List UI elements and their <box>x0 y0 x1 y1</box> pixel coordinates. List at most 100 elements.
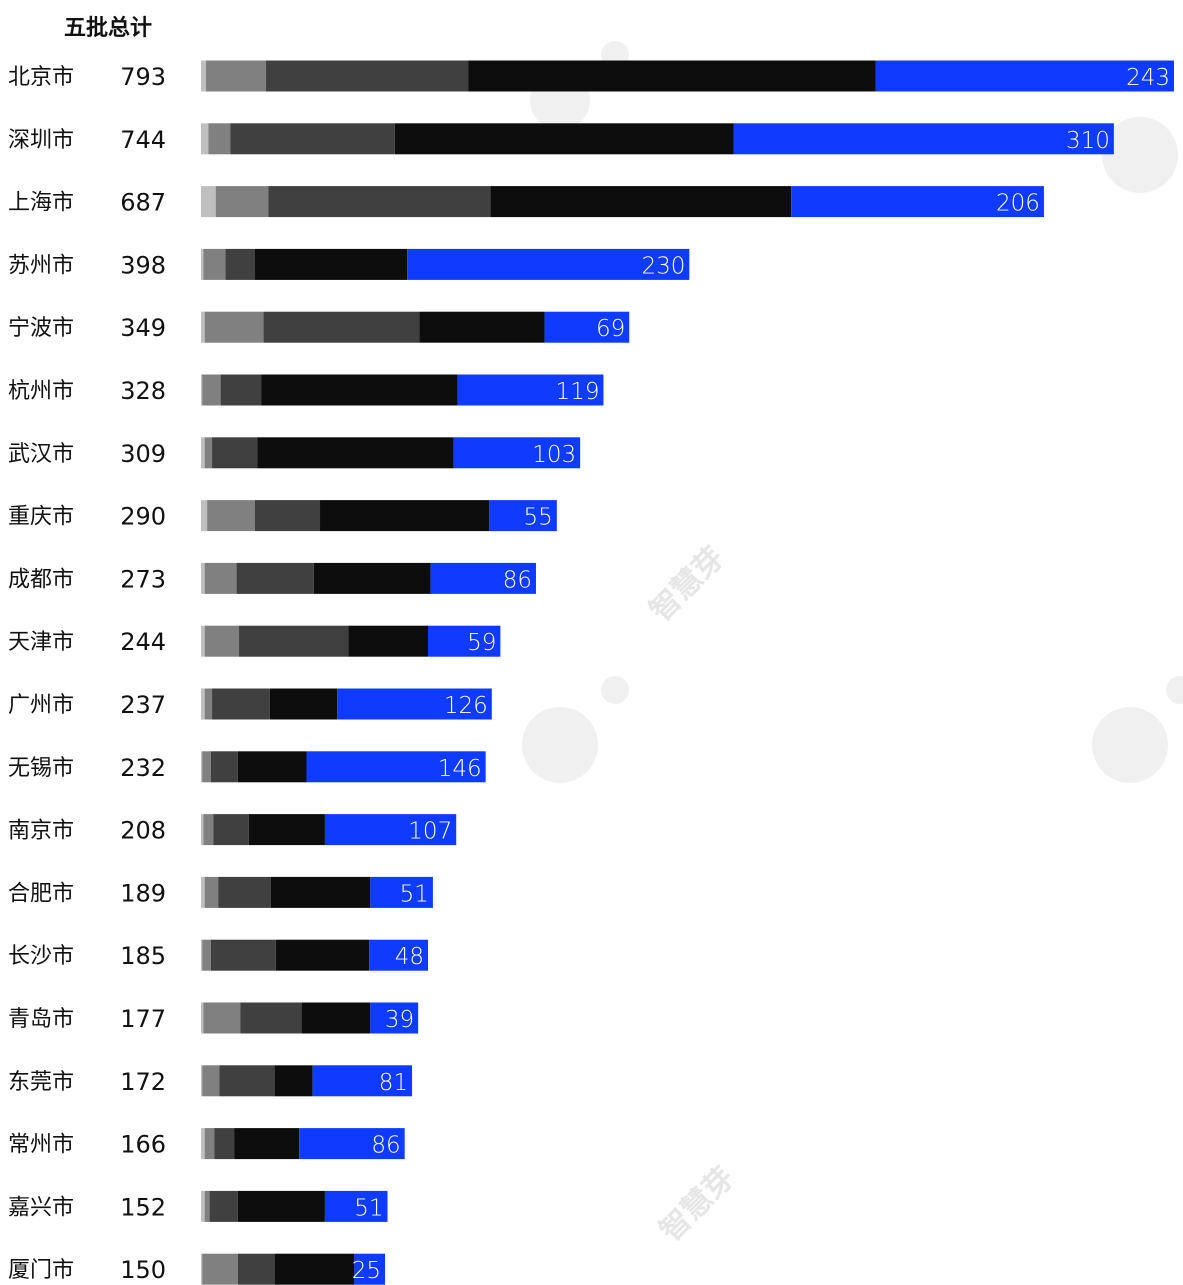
bar-segment <box>204 876 219 908</box>
bar-segment <box>202 751 211 783</box>
bar-segment <box>348 625 428 657</box>
bar-segment <box>208 123 231 155</box>
bar-segment <box>204 1128 215 1160</box>
bar-segment <box>204 688 213 720</box>
bar-segment <box>201 60 206 92</box>
category-label: 苏州市 <box>8 253 74 278</box>
category-label: 合肥市 <box>8 881 74 906</box>
total-label: 177 <box>120 1005 166 1033</box>
bar-segment <box>236 562 314 594</box>
bar-segment <box>237 1190 325 1222</box>
value-label: 243 <box>1126 65 1170 91</box>
bar-segment <box>407 248 690 280</box>
bar-segment <box>213 814 249 846</box>
value-label: 146 <box>438 756 482 782</box>
bar-segment <box>261 374 458 406</box>
total-label: 328 <box>120 377 166 405</box>
bar-segment <box>218 876 271 908</box>
bar-segment <box>370 1002 419 1034</box>
category-label: 深圳市 <box>8 128 74 153</box>
category-label: 宁波市 <box>8 316 74 341</box>
value-label: 86 <box>503 567 532 593</box>
bar-segment <box>204 1190 210 1222</box>
bar-segment <box>210 751 238 783</box>
bar-segment <box>201 688 205 720</box>
total-label: 232 <box>120 754 166 782</box>
bar-segment <box>301 1002 371 1034</box>
bar-segment <box>234 1128 300 1160</box>
bar-segment <box>201 437 205 469</box>
value-label: 55 <box>524 505 553 531</box>
category-label: 杭州市 <box>8 379 74 404</box>
bar-segment <box>203 1002 241 1034</box>
value-label: 86 <box>371 1133 400 1159</box>
bar-segment <box>201 186 216 218</box>
bar-segment <box>203 814 214 846</box>
bar-segment <box>468 60 876 92</box>
total-label: 793 <box>120 63 166 91</box>
watermark-shape <box>1102 117 1178 193</box>
total-label: 349 <box>120 314 166 342</box>
bar-segment <box>201 876 205 908</box>
bar-segment <box>313 562 431 594</box>
total-label: 172 <box>120 1068 166 1096</box>
total-label: 208 <box>120 817 166 845</box>
bar-segment <box>219 1065 275 1097</box>
bar-segment <box>205 60 267 92</box>
bar-segment <box>324 1190 388 1222</box>
bar-segment <box>240 1002 302 1034</box>
category-label: 南京市 <box>8 819 74 844</box>
bar-segment <box>369 939 428 971</box>
bar-segment <box>275 939 370 971</box>
category-label: 天津市 <box>8 630 74 655</box>
bar-segment <box>204 311 264 343</box>
bar-segment <box>201 311 205 343</box>
category-label: 上海市 <box>8 191 74 216</box>
category-label: 嘉兴市 <box>8 1195 74 1220</box>
bar-segment <box>225 248 255 280</box>
total-label: 398 <box>120 251 166 279</box>
bar-segment <box>201 500 208 532</box>
bar-segment <box>201 814 204 846</box>
bar-segment <box>201 1190 205 1222</box>
bar-segment <box>427 625 501 657</box>
bar-segment <box>230 123 395 155</box>
bar-segment <box>202 1253 238 1285</box>
category-label: 厦门市 <box>8 1258 74 1283</box>
bar-segment <box>203 248 226 280</box>
category-label: 青岛市 <box>8 1007 74 1032</box>
bar-segment <box>201 939 203 971</box>
category-label: 北京市 <box>8 65 74 90</box>
bar-segment <box>248 814 325 846</box>
bar-segment <box>453 437 581 469</box>
bar-segment <box>237 1253 275 1285</box>
value-label: 51 <box>400 881 429 907</box>
bar-segment <box>201 1002 204 1034</box>
bar-segment <box>237 751 307 783</box>
value-label: 48 <box>395 944 424 970</box>
category-label: 重庆市 <box>8 505 74 530</box>
total-label: 166 <box>120 1131 166 1159</box>
bar-segment <box>269 688 338 720</box>
bar-segment <box>202 1065 220 1097</box>
bar-segment <box>201 123 209 155</box>
bar-segment <box>312 1065 413 1097</box>
bar-segment <box>207 500 255 532</box>
value-label: 25 <box>352 1258 381 1284</box>
watermark-shape <box>1092 707 1168 783</box>
category-label: 长沙市 <box>8 944 74 969</box>
category-label: 武汉市 <box>8 442 74 467</box>
value-label: 39 <box>385 1007 414 1033</box>
total-label: 290 <box>120 503 166 531</box>
bar-segment <box>212 437 258 469</box>
category-label: 成都市 <box>8 567 74 592</box>
total-label: 687 <box>120 189 166 217</box>
total-label: 309 <box>120 440 166 468</box>
bar-segment <box>201 562 205 594</box>
bar-segment <box>204 625 240 657</box>
bar-segment <box>202 374 221 406</box>
total-label: 150 <box>120 1256 166 1284</box>
value-label: 51 <box>354 1195 383 1221</box>
bar-segment <box>266 60 469 92</box>
category-label: 广州市 <box>8 693 74 718</box>
